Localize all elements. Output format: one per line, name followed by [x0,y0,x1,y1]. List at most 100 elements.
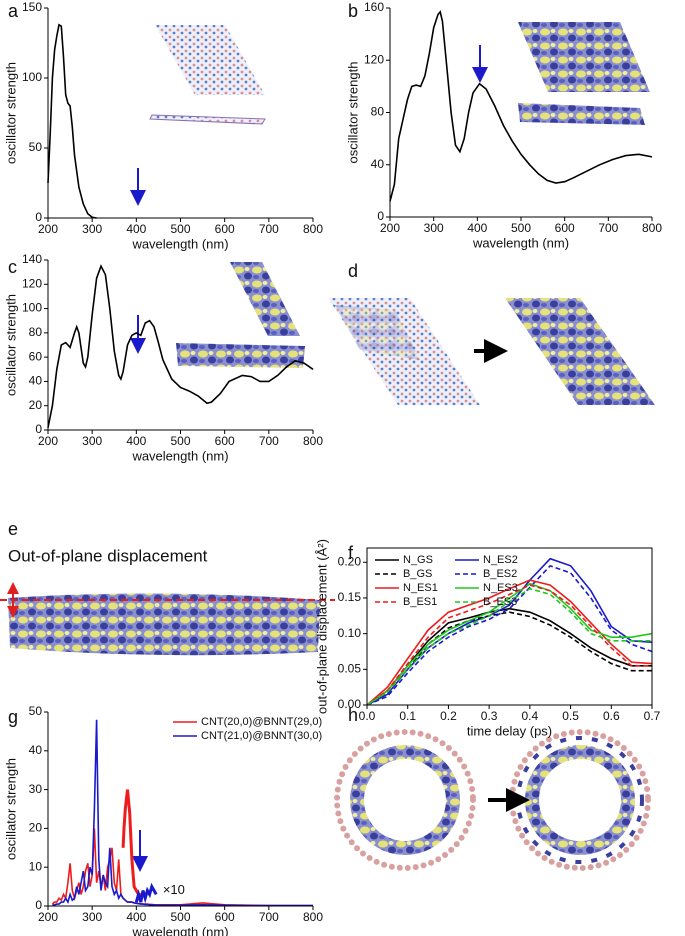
axes [47,260,313,431]
x-tick-label: 600 [215,910,235,924]
y-tick-label: 50 [29,704,43,718]
annotation: ×10 [163,882,185,897]
arrows [130,45,488,872]
panel-letter: d [348,261,358,281]
axes-frame [366,547,653,706]
y-tick-label: 40 [371,157,385,171]
y-tick-label: 40 [29,374,43,388]
y-tick-label: 120 [364,52,384,66]
y-tick-label: 50 [29,140,43,154]
y-tick-label: 0.05 [338,661,362,675]
data-line [366,587,652,706]
legend-label: N_GS [403,554,433,566]
data-line [47,23,97,219]
x-tick-label: 200 [38,434,58,448]
x-tick-label: 700 [259,910,279,924]
data-line [366,611,652,706]
y-tick-label: 0.10 [338,626,362,640]
data-line [366,607,652,706]
x-axis-label: wavelength (nm) [131,236,228,251]
data-line [366,564,653,706]
data-line [121,789,141,896]
x-tick-label: 700 [598,221,618,235]
x-tick-label: 500 [511,221,531,235]
panel-letter: a [8,1,19,21]
x-tick-label: 500 [170,434,190,448]
y-axis-label: oscillator strength [3,294,18,396]
panel-letter: h [348,705,358,725]
x-tick-label: 200 [380,221,400,235]
y-tick-label: 80 [29,325,43,339]
axes [47,8,313,219]
legend-label: B_ES1 [403,596,437,608]
y-axis-label: oscillator strength [345,62,360,164]
x-tick-label: 0.7 [644,709,661,723]
x-tick-label: 600 [215,434,235,448]
x-tick-label: 500 [170,910,190,924]
image-title: Out-of-plane displacement [8,546,208,565]
x-tick-label: 0.6 [603,709,620,723]
y-tick-label: 0.20 [338,554,362,568]
y-tick-label: 10 [29,859,43,873]
x-tick-label: 0.2 [440,709,457,723]
legend-label: B_GS [403,568,432,580]
x-tick-label: 800 [303,910,323,924]
x-tick-label: 0.0 [359,709,376,723]
x-tick-label: 800 [303,222,323,236]
x-tick-label: 300 [424,221,444,235]
panel-letter: f [348,543,354,563]
panel-letter: g [8,707,18,727]
panel-letter: b [348,1,358,21]
y-tick-label: 120 [22,276,42,290]
panel-d-image [328,298,655,405]
y-tick-label: 0 [35,422,42,436]
x-tick-label: 0.1 [399,709,416,723]
y-tick-label: 40 [29,743,43,757]
x-tick-label: 400 [126,222,146,236]
inset-structure [149,22,650,368]
axes [389,8,652,218]
x-tick-label: 0.5 [562,709,579,723]
y-tick-label: 80 [371,105,385,119]
data-line [366,584,652,706]
x-tick-label: 600 [555,221,575,235]
x-tick-label: 800 [303,434,323,448]
y-tick-label: 20 [29,821,43,835]
legend-label: N_ES1 [403,582,438,594]
x-tick-label: 800 [642,221,662,235]
data-line [366,579,653,706]
legend-label: B_ES2 [483,568,517,580]
legend-label: N_ES3 [483,582,518,594]
legend-label: B_ES3 [483,596,517,608]
panel-h-image [334,729,651,871]
x-axis-label: wavelength (nm) [131,448,228,463]
x-tick-label: 600 [215,222,235,236]
x-tick-label: 700 [259,222,279,236]
x-tick-label: 400 [467,221,487,235]
data-line [134,882,158,904]
x-tick-label: 700 [259,434,279,448]
y-tick-label: 30 [29,782,43,796]
data-line [389,10,653,202]
x-tick-label: 200 [38,222,58,236]
x-tick-label: 300 [82,222,102,236]
panel-e-image [0,582,335,656]
y-tick-label: 0 [377,209,384,223]
x-axis-label: wavelength (nm) [472,235,569,250]
legend-label: CNT(20,0)@BNNT(29,0) [201,716,322,728]
x-axis-label: wavelength (nm) [131,924,228,936]
x-tick-label: 0.4 [522,709,539,723]
y-tick-label: 0 [35,898,42,912]
y-axis-label: out-of-plane displacement (Å²) [314,539,329,714]
x-tick-label: 400 [126,434,146,448]
y-tick-label: 100 [22,301,42,315]
data-line [366,582,653,706]
data-line [52,719,313,907]
y-tick-label: 100 [22,70,42,84]
y-tick-label: 60 [29,349,43,363]
y-axis-label: oscillator strength [3,758,18,860]
y-tick-label: 20 [29,398,43,412]
y-tick-label: 150 [22,0,42,14]
axes [47,712,313,907]
x-tick-label: 300 [82,910,102,924]
